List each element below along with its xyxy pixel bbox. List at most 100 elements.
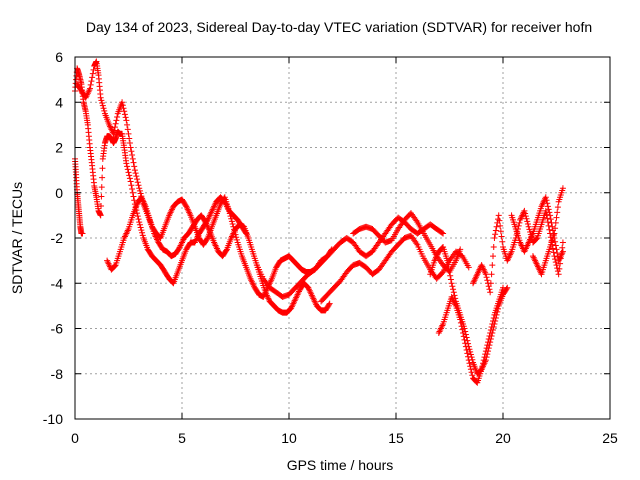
data-point <box>445 265 452 272</box>
data-point <box>439 270 446 277</box>
data-point <box>487 280 494 287</box>
data-point <box>480 360 487 367</box>
y-axis-label: SDTVAR / TECUs <box>9 182 25 294</box>
data-point <box>551 253 558 260</box>
data-point <box>139 232 146 239</box>
data-point <box>136 187 143 194</box>
data-point <box>134 176 141 183</box>
data-point <box>134 213 141 220</box>
data-point <box>439 229 446 236</box>
data-point <box>483 345 490 352</box>
data-point <box>126 172 133 179</box>
data-point <box>469 372 476 379</box>
data-point <box>121 108 128 115</box>
x-tick-label: 0 <box>71 430 79 446</box>
data-point <box>465 353 472 360</box>
y-tick-label: -6 <box>51 321 64 337</box>
data-point <box>126 175 133 182</box>
data-point <box>99 102 106 109</box>
data-point <box>450 286 457 293</box>
data-point <box>545 222 552 229</box>
data-point <box>124 163 131 170</box>
data-point <box>559 239 566 246</box>
data-point <box>457 246 464 253</box>
data-point <box>522 213 529 220</box>
series-track-4 <box>104 194 333 316</box>
data-point <box>99 100 106 107</box>
data-point <box>114 113 121 120</box>
data-points <box>72 58 566 386</box>
data-point <box>447 272 454 279</box>
data-point <box>97 212 104 219</box>
series-track-5 <box>253 214 447 300</box>
data-point <box>136 185 143 192</box>
data-point <box>226 207 233 214</box>
data-point <box>112 120 119 127</box>
data-point <box>493 223 500 230</box>
data-point <box>447 276 454 283</box>
data-point <box>119 99 126 106</box>
data-point <box>543 197 550 204</box>
data-point <box>483 274 490 281</box>
data-point <box>87 81 94 88</box>
data-point <box>559 248 566 255</box>
data-point <box>515 222 522 229</box>
data-point <box>139 229 146 236</box>
y-tick-label: -4 <box>51 275 64 291</box>
data-point <box>525 223 532 230</box>
data-point <box>489 262 496 269</box>
data-point <box>465 264 472 271</box>
data-point <box>482 348 489 355</box>
data-point <box>524 221 531 228</box>
data-point <box>491 235 498 241</box>
series-track-9 <box>435 284 506 386</box>
data-point <box>516 219 523 226</box>
data-point <box>223 247 230 254</box>
data-point <box>126 135 133 142</box>
data-point <box>131 167 138 174</box>
data-point <box>484 342 491 349</box>
data-point <box>444 257 451 264</box>
data-point <box>135 182 142 189</box>
data-point <box>127 178 134 185</box>
data-point <box>544 203 551 210</box>
data-point <box>120 105 127 112</box>
data-point <box>201 218 208 225</box>
data-point <box>123 117 130 124</box>
data-point <box>490 253 497 260</box>
data-point <box>136 221 143 228</box>
data-point <box>523 215 530 222</box>
data-point <box>521 207 528 214</box>
data-point <box>325 301 332 308</box>
data-point <box>499 238 506 245</box>
data-point <box>133 173 140 180</box>
data-point <box>113 117 120 124</box>
y-tick-label: -10 <box>43 411 63 427</box>
series-track-1 <box>72 155 86 237</box>
data-point <box>136 219 143 226</box>
y-tick-label: 6 <box>55 49 63 65</box>
y-tick-label: 2 <box>55 140 63 156</box>
data-point <box>221 195 228 202</box>
data-point <box>125 169 132 176</box>
data-point <box>467 363 474 370</box>
data-point <box>559 244 566 251</box>
data-point <box>481 354 488 361</box>
data-point <box>542 194 549 201</box>
data-point <box>233 234 240 241</box>
data-point <box>122 114 129 121</box>
data-point <box>485 339 492 346</box>
data-point <box>480 357 487 364</box>
data-point <box>100 105 107 112</box>
data-point <box>99 174 106 181</box>
data-point <box>496 217 503 224</box>
data-point <box>546 209 553 216</box>
data-point <box>555 271 562 278</box>
data-point <box>459 326 466 333</box>
data-point <box>110 130 117 137</box>
data-point <box>457 316 464 323</box>
data-point <box>550 249 557 256</box>
data-point <box>553 262 560 269</box>
data-point <box>495 212 502 219</box>
data-point <box>89 70 96 77</box>
